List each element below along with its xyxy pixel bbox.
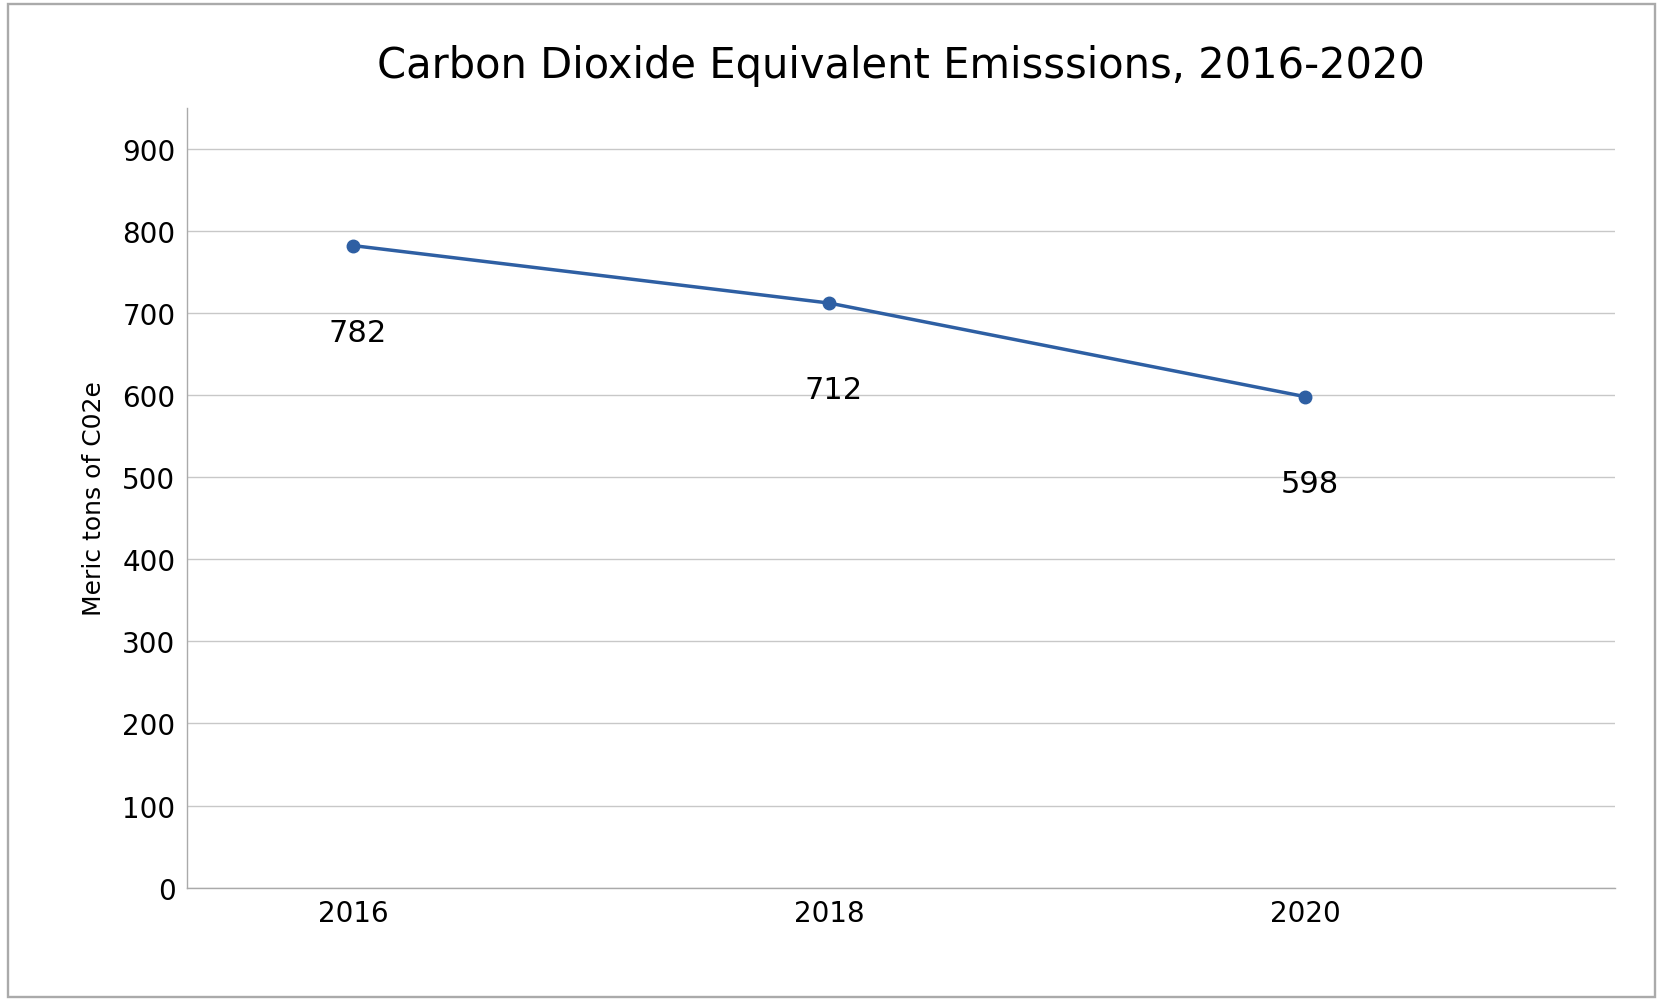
Text: 712: 712 bbox=[805, 376, 863, 405]
Title: Carbon Dioxide Equivalent Emisssions, 2016-2020: Carbon Dioxide Equivalent Emisssions, 20… bbox=[378, 45, 1425, 87]
Text: 598: 598 bbox=[1281, 469, 1339, 498]
Y-axis label: Meric tons of C02e: Meric tons of C02e bbox=[81, 381, 105, 615]
Text: 782: 782 bbox=[328, 319, 386, 348]
